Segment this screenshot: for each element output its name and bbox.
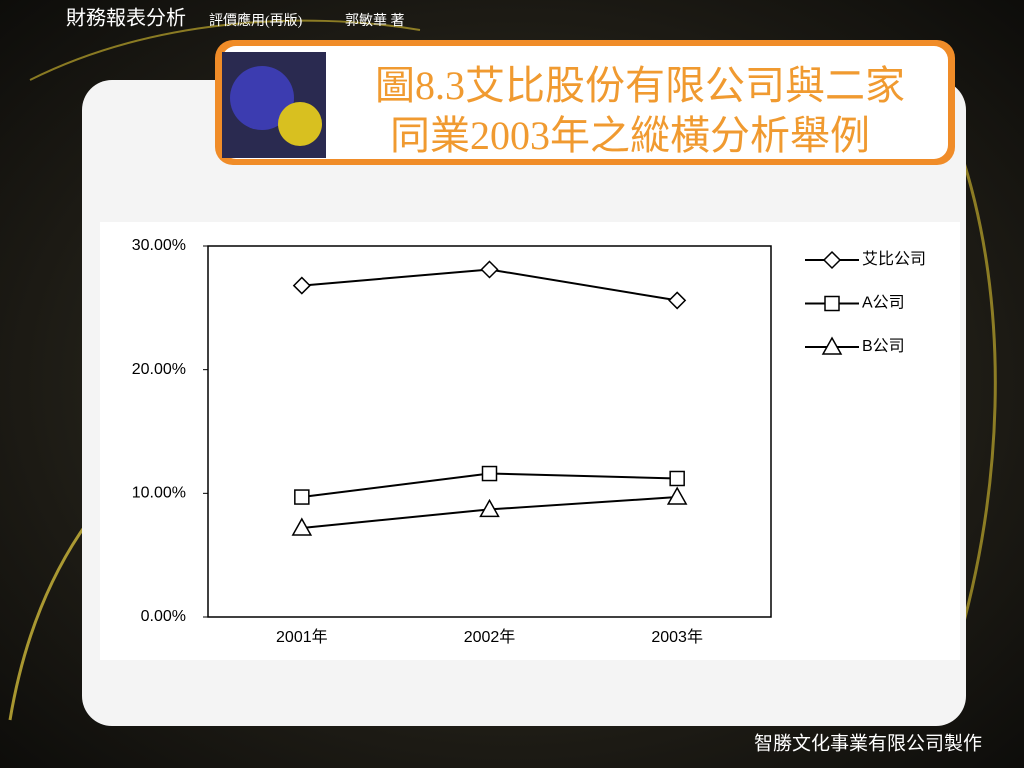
chart-area [100,222,960,660]
x-tick-label: 2001年 [276,628,328,646]
point-marker [292,276,311,295]
footer: 智勝文化事業有限公司製作 [754,732,982,754]
gear-icon [230,66,294,130]
legend-label: 艾比公司 [862,250,926,268]
author: 郭敏華 著 [345,12,405,29]
point-marker [479,498,500,518]
x-tick-label: 2003年 [651,628,703,646]
point-marker [668,291,687,310]
x-tick-label: 2002年 [464,628,516,646]
gear-icon [278,102,322,146]
point-marker [481,465,498,482]
chart-title: 圖8.3艾比股份有限公司與二家 [375,63,905,108]
legend-marker [824,295,840,312]
plot-frame [207,245,772,618]
decor-curve [29,19,421,81]
book-title: 財務報表分析 [66,7,186,30]
book-subtitle: 評價應用(再版) [209,12,303,29]
y-tick-label: 0.00% [141,608,186,625]
y-tick-label: 30.00% [132,237,186,254]
legend-label: B公司 [862,338,905,355]
chart-title: 同業2003年之縱橫分析舉例 [390,113,870,158]
title-banner [222,46,948,159]
legend-marker [821,336,843,355]
point-marker [294,489,310,505]
point-marker [291,517,313,536]
legend-label: A公司 [862,295,905,312]
point-marker [480,260,499,279]
legend-marker [822,250,842,270]
point-marker [666,486,688,505]
point-marker [669,470,685,487]
y-tick-label: 20.00% [132,361,186,378]
y-tick-label: 10.00% [132,485,186,502]
